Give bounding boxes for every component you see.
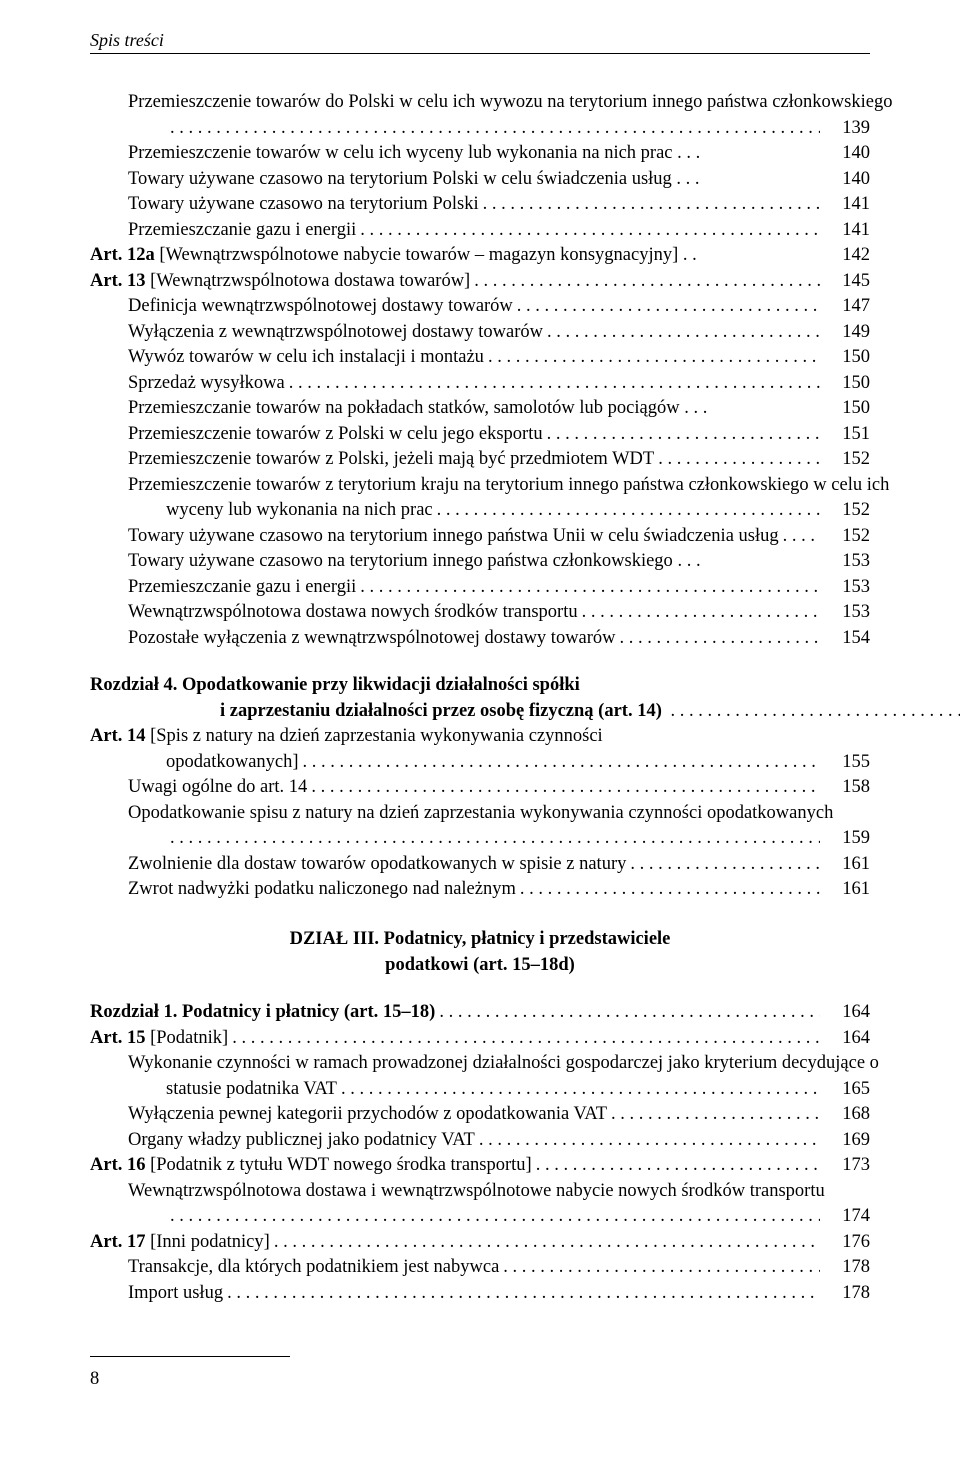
foot-rule <box>90 1356 290 1357</box>
toc-entry: Art. 12a [Wewnątrzwspólnotowe nabycie to… <box>90 243 870 269</box>
toc-entry: statusie podatnika VAT165 <box>90 1077 870 1103</box>
toc-entry: Towary używane czasowo na terytorium inn… <box>90 524 870 550</box>
toc-entry: 159 <box>90 826 870 852</box>
toc-entry: Przemieszczanie gazu i energii141 <box>90 218 870 244</box>
page-number: 8 <box>90 1369 870 1390</box>
toc-entry: Wyłączenia pewnej kategorii przychodów z… <box>90 1102 870 1128</box>
toc-entry: Art. 16 [Podatnik z tytułu WDT nowego śr… <box>90 1153 870 1179</box>
toc-entry: Uwagi ogólne do art. 14158 <box>90 775 870 801</box>
toc-entry: Organy władzy publicznej jako podatnicy … <box>90 1128 870 1154</box>
toc-entry: Przemieszczenie towarów w celu ich wycen… <box>90 141 870 167</box>
chapter-1: Rozdział 1. Podatnicy i płatnicy (art. 1… <box>90 1000 870 1026</box>
toc-entry-line: Art. 14 [Spis z natury na dzień zaprzest… <box>90 724 870 750</box>
toc-entry: Art. 17 [Inni podatnicy]176 <box>90 1230 870 1256</box>
chapter-4-line1: Rozdział 4. Opodatkowanie przy likwidacj… <box>90 673 870 699</box>
section-3-title: DZIAŁ III. Podatnicy, płatnicy i przedst… <box>90 927 870 978</box>
toc-entry: Definicja wewnątrzwspólnotowej dostawy t… <box>90 294 870 320</box>
toc-entry: Przemieszczenie towarów z Polski w celu … <box>90 422 870 448</box>
toc-entry-line: Wewnątrzwspólnotowa dostawa i wewnątrzws… <box>90 1179 870 1205</box>
running-head: Spis treści <box>90 30 870 51</box>
toc-entry: Wewnątrzwspólnotowa dostawa nowych środk… <box>90 600 870 626</box>
toc-entry: Wyłączenia z wewnątrzwspólnotowej dostaw… <box>90 320 870 346</box>
toc-entry: Art. 13 [Wewnątrzwspólnotowa dostawa tow… <box>90 269 870 295</box>
toc-entry: Zwrot nadwyżki podatku naliczonego nad n… <box>90 877 870 903</box>
toc-entry: opodatkowanych]155 <box>90 750 870 776</box>
toc-entry: Pozostałe wyłączenia z wewnątrzwspólnoto… <box>90 626 870 652</box>
toc-entry-line: Przemieszczenie towarów do Polski w celu… <box>90 90 870 116</box>
toc-entry: Wywóz towarów w celu ich instalacji i mo… <box>90 345 870 371</box>
toc-entry: Transakcje, dla których podatnikiem jest… <box>90 1255 870 1281</box>
toc-entry: Przemieszczenie towarów z Polski, jeżeli… <box>90 447 870 473</box>
toc-entry: Towary używane czasowo na terytorium inn… <box>90 549 870 575</box>
toc-entry: wyceny lub wykonania na nich prac152 <box>90 498 870 524</box>
toc-entry: Sprzedaż wysyłkowa150 <box>90 371 870 397</box>
toc-entry: Towary używane czasowo na terytorium Pol… <box>90 192 870 218</box>
toc-entry: Zwolnienie dla dostaw towarów opodatkowa… <box>90 852 870 878</box>
toc-entry: 139 <box>90 116 870 142</box>
toc-entry-line: Wykonanie czynności w ramach prowadzonej… <box>90 1051 870 1077</box>
toc-entry: Przemieszczanie towarów na pokładach sta… <box>90 396 870 422</box>
toc-entry: 174 <box>90 1204 870 1230</box>
toc-entry: Import usług178 <box>90 1281 870 1307</box>
toc-entry-line: Opodatkowanie spisu z natury na dzień za… <box>90 801 870 827</box>
toc-entry: Towary używane czasowo na terytorium Pol… <box>90 167 870 193</box>
head-rule <box>90 53 870 54</box>
toc-entry: Przemieszczanie gazu i energii153 <box>90 575 870 601</box>
toc-entry-line: Przemieszczenie towarów z terytorium kra… <box>90 473 870 499</box>
toc-body: Przemieszczenie towarów do Polski w celu… <box>90 90 870 1306</box>
toc-entry: Art. 15 [Podatnik]164 <box>90 1026 870 1052</box>
chapter-4-line2: i zaprzestaniu działalności przez osobę … <box>90 699 870 725</box>
